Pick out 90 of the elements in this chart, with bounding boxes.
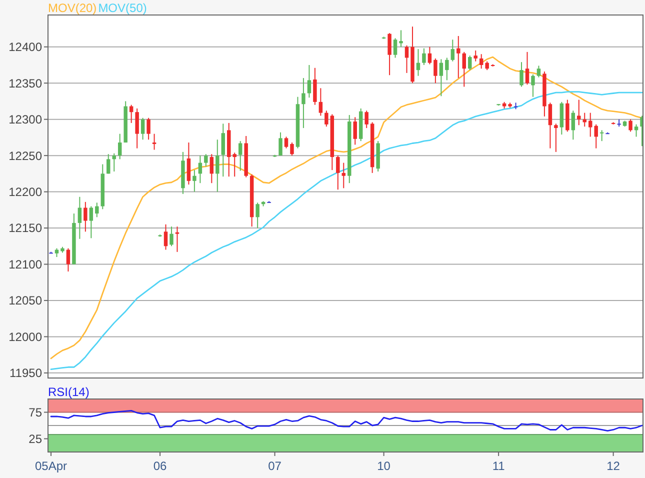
candlestick <box>256 202 260 229</box>
candlestick <box>84 201 88 232</box>
candlestick <box>560 101 564 136</box>
candlestick <box>112 152 116 172</box>
candlestick <box>307 64 312 98</box>
candlestick <box>525 51 530 86</box>
candlestick <box>238 140 242 172</box>
candlestick <box>164 224 168 250</box>
y-tick-label: 12000 <box>8 330 42 344</box>
candlestick <box>634 124 638 138</box>
candlestick <box>135 108 139 149</box>
candlestick <box>210 154 214 184</box>
candlestick <box>588 112 592 138</box>
candlestick <box>278 132 282 156</box>
candlestick <box>434 58 438 84</box>
candlestick <box>232 152 236 178</box>
y-tick-label: 75 <box>28 405 42 420</box>
series-label: RSI(14) <box>48 385 90 399</box>
candlestick <box>313 67 317 106</box>
candlestick <box>393 38 398 58</box>
candlestick <box>445 57 449 81</box>
candlestick <box>479 54 484 70</box>
text: MOV(20) <box>48 1 97 15</box>
candlestick <box>531 74 535 98</box>
y-tick-label: 12200 <box>8 184 42 199</box>
candlestick <box>284 136 288 149</box>
candlestick <box>416 48 420 76</box>
candlestick <box>336 155 340 190</box>
candlestick <box>192 170 196 192</box>
candlestick <box>439 58 444 97</box>
candlestick <box>468 55 472 71</box>
candlestick <box>388 32 392 76</box>
x-tick-label: 07 <box>268 459 282 473</box>
candlestick <box>353 116 357 146</box>
candlestick <box>302 78 306 129</box>
candlestick <box>186 142 191 186</box>
candlestick <box>450 39 455 62</box>
y-tick-label: 12150 <box>8 221 42 236</box>
x-tick-label: 10 <box>377 459 391 473</box>
text: MOV(50) <box>98 1 147 15</box>
y-tick-label: 12300 <box>8 112 42 127</box>
candlestick <box>95 202 99 218</box>
candlestick <box>118 133 122 160</box>
candlestick <box>216 139 220 192</box>
y-tick-label: 11950 <box>10 366 42 380</box>
candlestick <box>456 36 460 79</box>
candlestick <box>422 48 426 66</box>
x-tick-label: 06 <box>153 459 168 473</box>
candlestick <box>78 196 82 240</box>
candlestick <box>152 133 156 150</box>
line-series <box>50 410 643 432</box>
candlestick <box>221 123 225 178</box>
candlestick <box>89 206 94 239</box>
candlestick <box>342 162 346 189</box>
candlestick <box>628 118 632 132</box>
candlestick <box>548 102 552 149</box>
candlestick <box>106 154 110 174</box>
candlestick <box>536 65 541 78</box>
y-tick-label: 12250 <box>8 148 42 163</box>
candlestick <box>129 104 134 124</box>
y-tick-label: 25 <box>28 432 42 446</box>
candlestick <box>290 142 294 156</box>
candlestick <box>571 110 576 140</box>
candlestick <box>577 99 581 126</box>
candlestick <box>474 50 478 62</box>
candlestick <box>399 30 403 48</box>
candlestick <box>146 117 150 140</box>
candlestick <box>428 46 432 65</box>
y-tick-label: 12100 <box>8 257 42 272</box>
candlestick <box>594 124 598 149</box>
candlestick <box>404 44 409 74</box>
candlestick <box>318 88 323 116</box>
candlestick <box>66 248 70 272</box>
candlestick <box>462 51 466 88</box>
candlestick <box>170 226 174 247</box>
candlestick <box>198 155 202 184</box>
candlestick <box>600 130 604 142</box>
candlestick <box>364 110 368 129</box>
candlestick <box>140 117 145 140</box>
y-tick-label: 12400 <box>8 40 42 54</box>
y-tick-label: 12050 <box>8 294 42 308</box>
y-tick-label: 12350 <box>8 76 42 90</box>
candlestick <box>204 154 208 167</box>
x-tick-label: 05Apr <box>34 459 68 473</box>
x-tick-label: 12 <box>606 459 620 473</box>
x-tick-label: 11 <box>492 459 506 473</box>
candlestick <box>554 123 558 152</box>
candlestick <box>520 62 524 88</box>
candlestick <box>324 110 328 128</box>
candlestick <box>175 226 180 252</box>
